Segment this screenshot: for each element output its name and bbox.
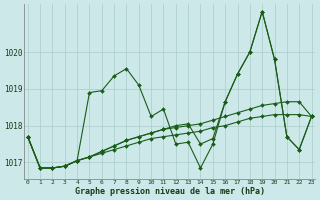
X-axis label: Graphe pression niveau de la mer (hPa): Graphe pression niveau de la mer (hPa) xyxy=(75,187,265,196)
